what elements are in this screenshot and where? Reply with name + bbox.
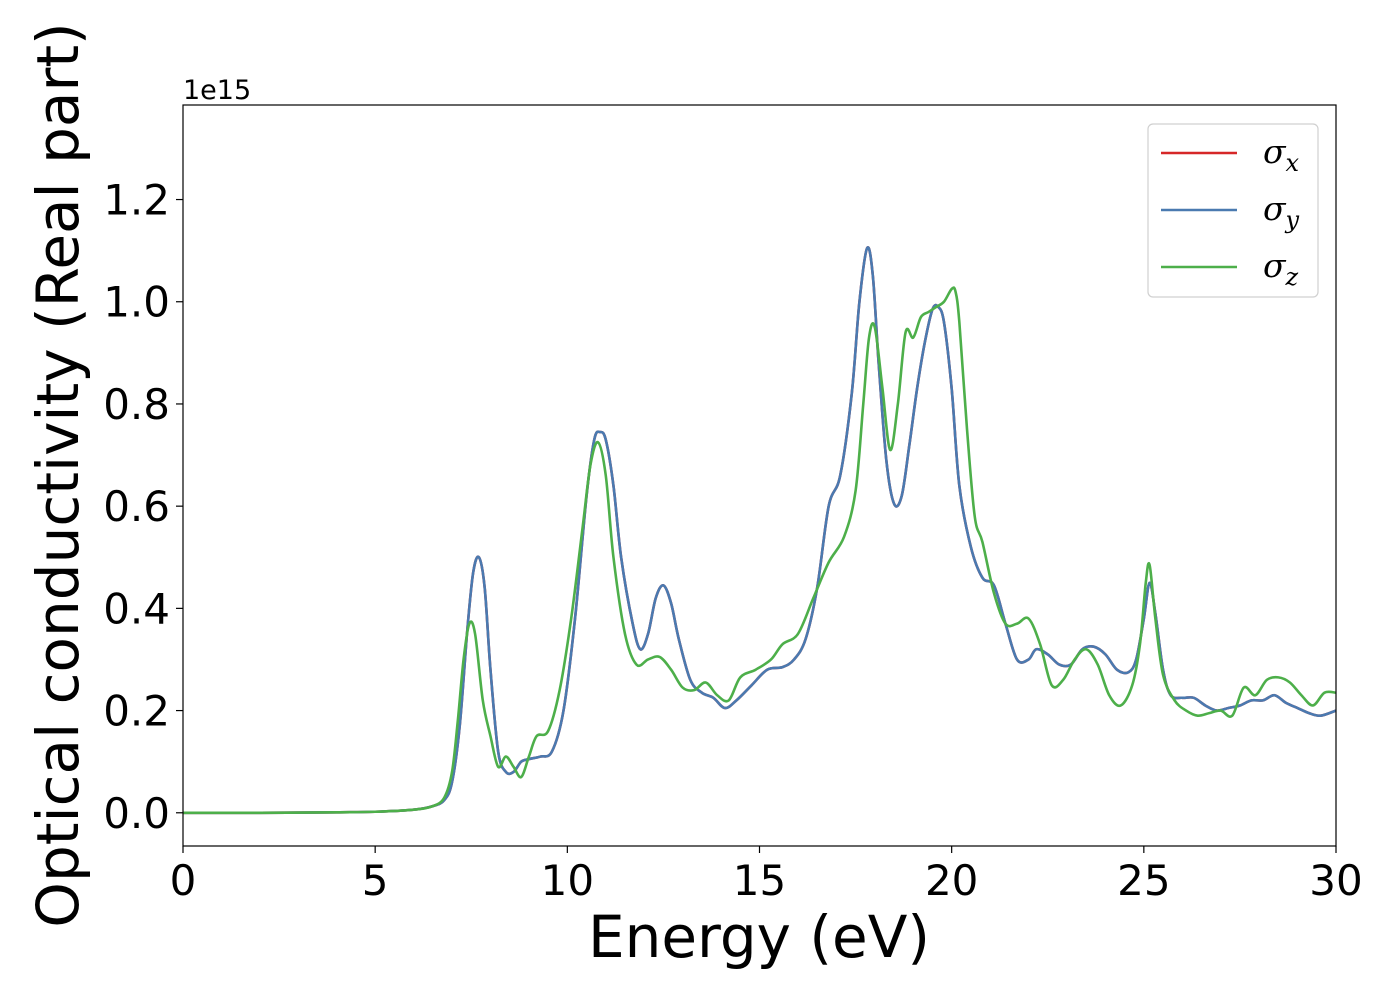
legend-label-x: σx — [1263, 132, 1300, 177]
y-axis: 0.0 0.2 0.4 0.6 0.8 1.0 1.2 — [103, 176, 183, 838]
x-tick-label: 0 — [170, 856, 197, 905]
series-line-z — [183, 286, 1336, 815]
x-tick-label: 10 — [541, 856, 594, 905]
x-tick-label: 5 — [362, 856, 389, 905]
y-tick-label: 0.4 — [103, 584, 170, 633]
x-tick-label: 20 — [925, 856, 978, 905]
x-axis-label: Energy (eV) — [588, 903, 930, 971]
x-tick-label: 15 — [733, 856, 786, 905]
y-offset-label: 1e15 — [183, 75, 251, 106]
series-line-y — [183, 245, 1336, 815]
x-axis: 0 5 10 15 20 25 30 — [170, 846, 1363, 905]
series-layer — [183, 245, 1336, 815]
x-tick-label: 25 — [1117, 856, 1170, 905]
legend-label-y: σy — [1263, 189, 1300, 234]
x-tick-label: 30 — [1309, 856, 1362, 905]
y-axis-label: Optical conductivity (Real part) — [24, 22, 92, 927]
y-tick-label: 0.8 — [103, 380, 170, 429]
y-tick-label: 0.0 — [103, 789, 170, 838]
y-tick-label: 0.6 — [103, 482, 170, 531]
y-tick-label: 0.2 — [103, 687, 170, 736]
y-tick-label: 1.0 — [103, 278, 170, 327]
legend: σx σy σz — [1147, 123, 1319, 298]
y-tick-label: 1.2 — [103, 176, 170, 225]
plot-area — [183, 105, 1336, 846]
legend-label-z: σz — [1263, 246, 1299, 291]
